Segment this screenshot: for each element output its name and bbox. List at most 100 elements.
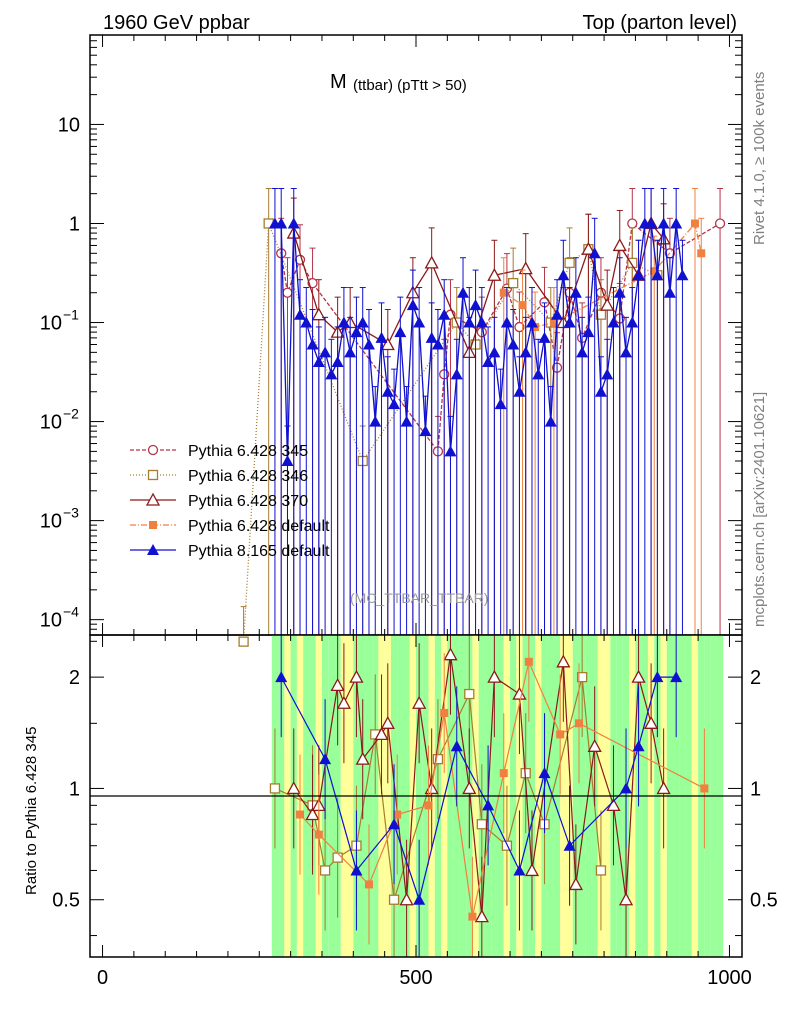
y-tick-exponent: −4 bbox=[63, 604, 79, 620]
marker bbox=[582, 326, 595, 338]
marker bbox=[145, 492, 161, 506]
marker bbox=[393, 810, 402, 819]
series-pythia-8-165-default bbox=[268, 187, 689, 635]
marker bbox=[645, 217, 658, 229]
ratio-y-axis-label: Ratio to Pythia 6.428 345 bbox=[23, 727, 40, 895]
marker bbox=[575, 719, 583, 728]
marker bbox=[388, 398, 401, 410]
marker bbox=[282, 287, 293, 298]
marker bbox=[612, 238, 627, 252]
marker bbox=[468, 912, 477, 921]
marker bbox=[336, 695, 351, 709]
marker bbox=[626, 316, 639, 328]
marker bbox=[275, 217, 288, 229]
marker bbox=[380, 337, 395, 351]
marker bbox=[425, 331, 438, 343]
marker bbox=[476, 819, 487, 830]
marker bbox=[444, 445, 457, 457]
marker bbox=[413, 316, 426, 328]
marker bbox=[330, 678, 345, 692]
marker bbox=[651, 269, 664, 281]
marker bbox=[424, 255, 439, 269]
series-pythia-6-428-370 bbox=[286, 187, 671, 635]
marker bbox=[464, 688, 475, 700]
marker bbox=[569, 286, 582, 298]
legend-label: Pythia 6.428 345 bbox=[188, 443, 308, 460]
marker bbox=[325, 368, 338, 380]
legend-label: Pythia 6.428 default bbox=[188, 518, 330, 535]
marker bbox=[482, 355, 495, 367]
marker bbox=[438, 308, 451, 320]
marker bbox=[657, 217, 670, 229]
marker bbox=[697, 249, 706, 258]
marker bbox=[518, 301, 527, 310]
series-line bbox=[274, 222, 684, 462]
marker bbox=[431, 338, 444, 350]
marker bbox=[524, 657, 533, 666]
marker bbox=[714, 218, 726, 229]
marker bbox=[419, 425, 432, 437]
marker bbox=[518, 261, 533, 275]
main-series-group bbox=[238, 187, 726, 647]
marker bbox=[294, 308, 307, 320]
marker bbox=[607, 316, 620, 328]
marker bbox=[412, 695, 427, 709]
marker bbox=[269, 783, 281, 794]
marker bbox=[600, 297, 615, 311]
y-tick-label: 10 bbox=[40, 511, 62, 533]
marker bbox=[632, 269, 645, 281]
marker bbox=[613, 286, 626, 298]
marker bbox=[362, 338, 375, 350]
y-tick-label: 10 bbox=[40, 412, 62, 434]
header-energy: 1960 GeV ppbar bbox=[103, 12, 250, 34]
marker bbox=[443, 647, 458, 661]
y-tick-label: 10 bbox=[40, 610, 62, 632]
marker bbox=[440, 708, 449, 717]
marker bbox=[475, 316, 488, 328]
marker bbox=[524, 863, 540, 877]
x-tick-labels: 0 500 1000 bbox=[97, 967, 752, 989]
ratio-series-group bbox=[269, 635, 709, 957]
marker bbox=[457, 286, 470, 298]
marker bbox=[499, 288, 508, 297]
marker bbox=[594, 385, 607, 397]
marker bbox=[450, 740, 463, 752]
y-tick-label-right: 0.5 bbox=[750, 890, 778, 912]
marker bbox=[147, 469, 159, 481]
marker bbox=[375, 331, 388, 343]
marker bbox=[644, 715, 659, 729]
marker bbox=[275, 671, 288, 683]
marker bbox=[406, 299, 419, 311]
y-tick-label-right: 2 bbox=[750, 667, 761, 689]
marker bbox=[513, 864, 526, 876]
marker bbox=[601, 368, 614, 380]
marker bbox=[450, 368, 463, 380]
marker bbox=[556, 730, 565, 739]
marker bbox=[514, 321, 525, 333]
marker bbox=[676, 269, 689, 281]
marker bbox=[556, 654, 571, 668]
marker bbox=[369, 415, 382, 427]
y-tick-exponent: −2 bbox=[63, 406, 79, 422]
marker bbox=[281, 454, 294, 466]
marker bbox=[587, 738, 602, 752]
marker bbox=[568, 877, 583, 891]
marker bbox=[512, 686, 527, 700]
marker bbox=[620, 346, 633, 358]
marker bbox=[314, 830, 323, 839]
mcplots-label: mcplots.cern.ch [arXiv:2401.10621] bbox=[751, 392, 768, 627]
marker bbox=[663, 286, 676, 298]
legend-label: Pythia 8.165 default bbox=[188, 543, 330, 560]
marker bbox=[332, 852, 343, 863]
marker bbox=[627, 218, 638, 229]
plot-title-main: M bbox=[330, 71, 347, 93]
y-tick-label: 10 bbox=[58, 114, 80, 136]
x-tick-label: 0 bbox=[97, 967, 108, 989]
y-tick-exponent: −3 bbox=[63, 505, 79, 521]
marker bbox=[620, 782, 633, 794]
marker bbox=[311, 307, 326, 321]
marker bbox=[482, 799, 495, 811]
marker bbox=[564, 257, 575, 269]
marker bbox=[399, 892, 414, 906]
